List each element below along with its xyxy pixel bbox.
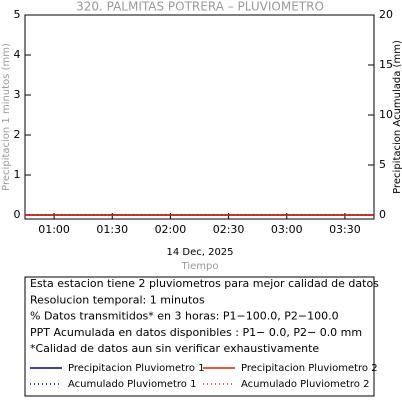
y-tick-label: 3 bbox=[14, 88, 21, 101]
chart-title: 320. PALMITAS POTRERA – PLUVIOMETRO bbox=[76, 0, 324, 14]
x-axis-label: Tiempo bbox=[181, 261, 219, 272]
info-text: PPT Acumulada en datos disponibles : P1−… bbox=[30, 326, 362, 339]
x-tick-label: 03:00 bbox=[271, 223, 303, 236]
info-text: % Datos transmitidos* en 3 horas: P1−100… bbox=[30, 310, 339, 323]
info-text: Resolucion temporal: 1 minutos bbox=[30, 293, 205, 306]
info-text: *Calidad de datos aun sin verificar exha… bbox=[30, 342, 319, 355]
y-tick-label: 0 bbox=[14, 208, 21, 221]
y2-tick-label: 10 bbox=[379, 108, 393, 121]
plot-frame bbox=[24, 14, 375, 220]
info-text: Esta estacion tiene 2 pluviometros para … bbox=[30, 277, 379, 290]
x-tick-label: 02:30 bbox=[213, 223, 245, 236]
y2-tick-label: 5 bbox=[379, 158, 386, 171]
x-tick-label: 01:00 bbox=[38, 223, 70, 236]
x-tick-label: 01:30 bbox=[96, 223, 128, 236]
legend-label: Precipitacion Pluviometro 2 bbox=[241, 363, 378, 374]
legend-label: Acumulado Pluviometro 1 bbox=[68, 379, 196, 390]
legend-box bbox=[24, 276, 375, 397]
y2-tick-label: 0 bbox=[379, 208, 386, 221]
y-tick-label: 5 bbox=[14, 8, 21, 21]
legend-label: Precipitacion Pluviometro 1 bbox=[68, 363, 205, 374]
y2-tick-label: 15 bbox=[379, 58, 393, 71]
y-tick-label: 2 bbox=[14, 128, 21, 141]
y2-tick-label: 20 bbox=[379, 8, 393, 21]
date-label: 14 Dec, 2025 bbox=[166, 247, 233, 258]
y-tick-label: 4 bbox=[14, 48, 21, 61]
y2-axis-label: Precipitacion Acumulada (mm) bbox=[392, 40, 402, 194]
y-tick-label: 1 bbox=[14, 168, 21, 181]
x-tick-label: 02:00 bbox=[155, 223, 187, 236]
x-tick-label: 03:30 bbox=[329, 223, 361, 236]
y-axis-label: Precipitacion 1 minutos (mm) bbox=[1, 43, 12, 191]
legend-label: Acumulado Pluviometro 2 bbox=[241, 379, 369, 390]
